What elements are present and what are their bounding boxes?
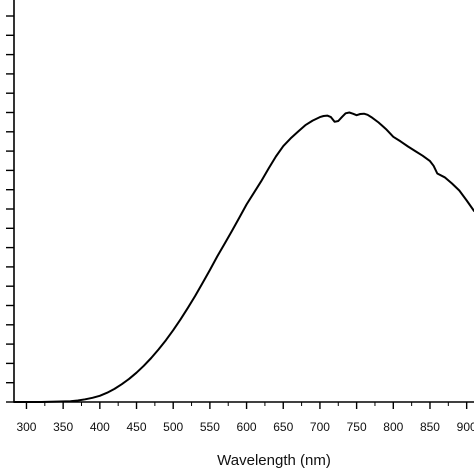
series-line — [13, 111, 474, 403]
x-tick-label-400: 400 — [90, 420, 110, 434]
x-axis-ticks — [25, 402, 468, 409]
x-tick-label-750: 750 — [347, 420, 367, 434]
x-axis-title: Wavelength (nm) — [217, 452, 331, 469]
y-axis-ticks — [6, 15, 14, 403]
x-tick-label-650: 650 — [273, 420, 293, 434]
x-tick-label-600: 600 — [237, 420, 257, 434]
x-tick-label-700: 700 — [310, 420, 330, 434]
x-tick-label-350: 350 — [53, 420, 73, 434]
x-tick-label-500: 500 — [163, 420, 183, 434]
x-tick-label-850: 850 — [420, 420, 440, 434]
x-tick-label-300: 300 — [16, 420, 36, 434]
x-tick-label-900: 900 — [457, 420, 474, 434]
x-tick-label-550: 550 — [200, 420, 220, 434]
x-tick-label-800: 800 — [383, 420, 403, 434]
x-tick-label-450: 450 — [127, 420, 147, 434]
x-axis-tick-labels: 300 350 400 450 500 550 600 650 700 750 800 850 900 — [16, 420, 474, 434]
